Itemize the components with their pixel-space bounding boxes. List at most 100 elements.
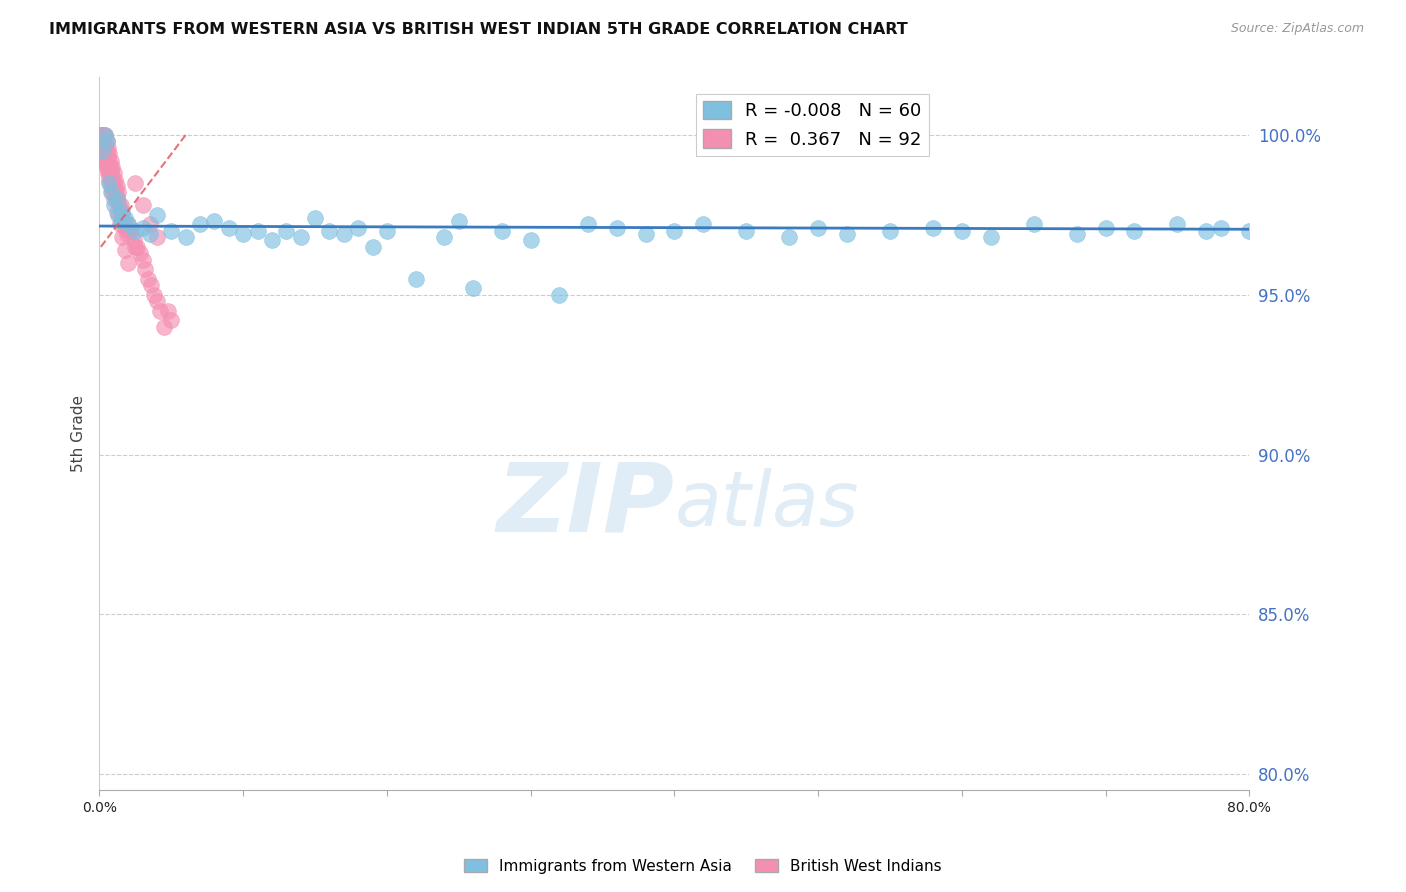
Point (97, 150, 120, 164)
Point (1123, 224, 1146, 238)
Point (100, 186, 122, 200)
Point (93, 147, 115, 161)
Point (90, 128, 112, 142)
Point (94, 128, 117, 142)
Point (304, 211, 326, 225)
Y-axis label: 5th Grade: 5th Grade (72, 395, 86, 472)
Point (778, 230, 800, 244)
Point (146, 230, 169, 244)
Legend: R = -0.008   N = 60, R =  0.367   N = 92: R = -0.008 N = 60, R = 0.367 N = 92 (696, 94, 928, 156)
Point (405, 272, 427, 286)
Point (93, 141, 115, 155)
Text: ZIP: ZIP (496, 458, 675, 551)
Point (98, 166, 121, 180)
Point (96, 153, 118, 168)
Point (91, 131, 114, 145)
Legend: Immigrants from Western Asia, British West Indians: Immigrants from Western Asia, British We… (458, 853, 948, 880)
Point (100, 163, 122, 178)
Point (96, 150, 118, 164)
Point (103, 176, 125, 190)
Point (124, 176, 146, 190)
Point (91, 144, 114, 158)
Point (90, 128, 112, 142)
Point (318, 224, 340, 238)
Point (105, 179, 128, 194)
Point (107, 208, 129, 222)
Point (105, 188, 128, 202)
Point (100, 179, 122, 194)
Text: Source: ZipAtlas.com: Source: ZipAtlas.com (1230, 22, 1364, 36)
Point (735, 224, 758, 238)
Point (146, 208, 169, 222)
Point (491, 224, 513, 238)
Point (107, 186, 129, 200)
Point (548, 287, 571, 301)
Point (131, 198, 153, 212)
Point (96, 134, 118, 148)
Point (98, 147, 121, 161)
Point (519, 234, 541, 248)
Point (634, 227, 657, 241)
Point (1166, 218, 1188, 232)
Point (375, 224, 398, 238)
Point (260, 234, 283, 248)
Point (94, 150, 117, 164)
Point (218, 220, 240, 235)
Point (246, 224, 269, 238)
Point (879, 224, 901, 238)
Point (114, 211, 136, 225)
Point (463, 281, 485, 295)
Point (91, 134, 114, 148)
Point (141, 278, 163, 293)
Point (93, 153, 115, 168)
Point (120, 224, 142, 238)
Point (160, 224, 183, 238)
Point (103, 192, 125, 206)
Point (576, 218, 599, 232)
Point (96, 160, 118, 174)
Point (94, 144, 117, 158)
Point (94, 147, 117, 161)
Point (188, 218, 211, 232)
Point (90, 128, 112, 142)
Point (157, 303, 180, 318)
Point (101, 160, 124, 174)
Point (94, 153, 117, 168)
Point (146, 294, 169, 309)
Point (290, 230, 312, 244)
Text: IMMIGRANTS FROM WESTERN ASIA VS BRITISH WEST INDIAN 5TH GRADE CORRELATION CHART: IMMIGRANTS FROM WESTERN ASIA VS BRITISH … (49, 22, 908, 37)
Point (174, 230, 197, 244)
Point (122, 234, 145, 248)
Point (96, 144, 118, 158)
Point (1239, 224, 1261, 238)
Point (97, 141, 120, 155)
Point (117, 224, 139, 238)
Point (361, 240, 384, 254)
Point (108, 202, 131, 216)
Point (110, 214, 132, 228)
Point (124, 240, 146, 254)
Point (93, 128, 115, 142)
Point (94, 137, 117, 152)
Point (101, 186, 124, 200)
Point (94, 128, 117, 142)
Point (134, 262, 156, 277)
Point (108, 218, 131, 232)
Point (93, 147, 115, 161)
Point (97, 160, 120, 174)
Point (97, 166, 120, 180)
Point (107, 195, 129, 210)
Point (90, 144, 112, 158)
Point (149, 303, 172, 318)
Point (117, 218, 139, 232)
Point (131, 220, 153, 235)
Point (1094, 220, 1116, 235)
Point (98, 172, 121, 186)
Point (117, 218, 139, 232)
Point (276, 224, 298, 238)
Point (93, 141, 115, 155)
Point (96, 134, 118, 148)
Point (664, 224, 686, 238)
Point (96, 160, 118, 174)
Point (606, 220, 628, 235)
